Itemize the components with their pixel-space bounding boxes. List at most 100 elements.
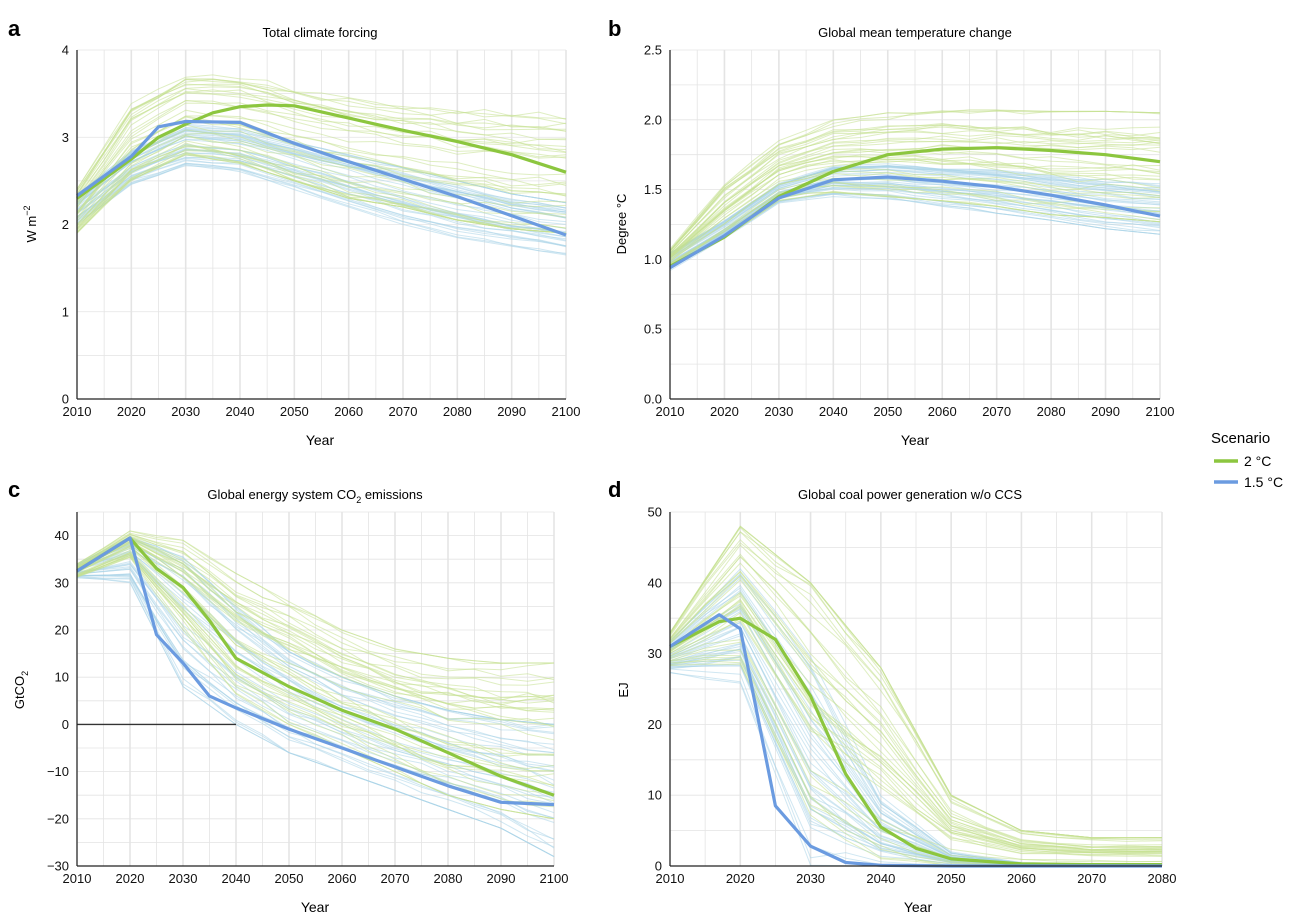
panel-c-xtick-label: 2010 bbox=[63, 871, 92, 886]
panel-a-xtick-label: 2060 bbox=[334, 404, 363, 419]
panel-c-ytick-label: −10 bbox=[47, 764, 69, 779]
panel-d-scenario-line-green bbox=[669, 571, 1163, 850]
panel-a-ylabel: W m−2 bbox=[22, 206, 39, 243]
panel-c-xtick-label: 2060 bbox=[328, 871, 357, 886]
panel-b-xlabel: Year bbox=[901, 432, 930, 448]
panel-b-ytick-label: 1.0 bbox=[644, 252, 662, 267]
legend: Scenario 2 °C 1.5 °C bbox=[1211, 430, 1283, 490]
panel-d-scenario-line-green bbox=[669, 542, 1163, 841]
panel-c: c Global energy system CO2 emissions 201… bbox=[8, 477, 568, 915]
panel-d-scenario-line-green bbox=[669, 592, 1163, 855]
panel-a-scenario-line-blue bbox=[76, 159, 567, 248]
panel-c-scenario-line-green bbox=[76, 552, 554, 772]
panel-a-scenario-line-green bbox=[76, 99, 567, 205]
panel-a-xtick-label: 2030 bbox=[171, 404, 200, 419]
panel-b-scenario-line-green bbox=[669, 137, 1161, 256]
panel-c-scenario-line-green bbox=[76, 537, 555, 712]
panel-d-plot: 2010 2020 2030 2040 2050 2060 2070 208001020304… bbox=[648, 505, 1177, 887]
panel-c-scenario-line-green bbox=[76, 533, 555, 704]
panel-b-scenario-line-green bbox=[669, 126, 1161, 252]
panel-d-ytick-label: 50 bbox=[648, 505, 662, 520]
panel-a-scenario-line-green bbox=[76, 151, 567, 234]
panel-d-scenario-line-green bbox=[669, 600, 1163, 856]
panel-c-xtick-label: 2040 bbox=[222, 871, 251, 886]
panel-d-xtick-label: 2050 bbox=[937, 871, 966, 886]
panel-b-xtick-label: 2020 bbox=[710, 404, 739, 419]
panel-c-scenario-line-blue bbox=[76, 567, 555, 804]
panel-b-scenario-line-green bbox=[669, 123, 1161, 252]
panel-c-ylabel: GtCO2 bbox=[12, 671, 30, 709]
panel-d: d Global coal power generation w/o CCS 2… bbox=[608, 477, 1176, 915]
panel-c-ytick-label: −30 bbox=[47, 859, 69, 874]
panel-c-ytick-label: 10 bbox=[55, 670, 69, 685]
panel-a-scenario-line-green bbox=[76, 86, 567, 200]
panel-a-scenario-line-green bbox=[76, 89, 567, 201]
panel-c-letter: c bbox=[8, 477, 20, 502]
panel-c-xtick-label: 2090 bbox=[487, 871, 516, 886]
legend-title: Scenario bbox=[1211, 430, 1270, 447]
panel-b-scenario-line-green bbox=[669, 131, 1161, 254]
panel-a-ytick-label: 1 bbox=[62, 304, 69, 319]
panel-b-ytick-label: 1.5 bbox=[644, 182, 662, 197]
panel-a-scenario-line-green bbox=[76, 135, 567, 227]
panel-c-ytick-label: 20 bbox=[55, 623, 69, 638]
panel-c-scenario-line-green bbox=[76, 534, 554, 664]
panel-c-xtick-label: 2050 bbox=[275, 871, 304, 886]
panel-b-scenario-line-green bbox=[669, 191, 1161, 267]
panel-a-series-1-5c bbox=[76, 119, 567, 237]
panel-a-scenario-line-blue bbox=[76, 164, 567, 254]
panel-c-scenario-line-blue bbox=[76, 554, 555, 767]
panel-b: b Global mean temperature change 2010 202… bbox=[608, 16, 1174, 448]
panel-c-xlabel: Year bbox=[301, 899, 330, 915]
panel-c-ytick-label: 40 bbox=[55, 528, 69, 543]
panel-c-scenario-line-green bbox=[76, 541, 555, 710]
panel-b-xtick-label: 2060 bbox=[928, 404, 957, 419]
legend-label-1-5c: 1.5 °C bbox=[1244, 474, 1283, 490]
panel-a-scenario-line-green bbox=[76, 148, 567, 234]
panel-d-ytick-label: 10 bbox=[648, 788, 662, 803]
panel-a-letter: a bbox=[8, 16, 21, 41]
panel-d-scenario-line-green bbox=[669, 575, 1163, 852]
panel-c-xtick-label: 2100 bbox=[540, 871, 569, 886]
legend-label-2c: 2 °C bbox=[1244, 453, 1271, 469]
panel-c-xtick-label: 2070 bbox=[381, 871, 410, 886]
panel-a-scenario-line-green bbox=[76, 92, 567, 197]
panel-a-scenario-line-green bbox=[76, 90, 566, 202]
panel-c-ytick-label: 30 bbox=[55, 575, 69, 590]
panel-d-ytick-label: 30 bbox=[648, 646, 662, 661]
panel-b-ytick-label: 0.5 bbox=[644, 322, 662, 337]
panel-b-ylabel: Degree °C bbox=[614, 194, 629, 255]
panel-a-scenario-line-green bbox=[76, 152, 567, 234]
panel-b-scenario-line-green bbox=[669, 144, 1161, 258]
panel-b-letter: b bbox=[608, 16, 621, 41]
panel-b-ytick-label: 2.5 bbox=[644, 43, 662, 58]
panel-d-xtick-label: 2020 bbox=[726, 871, 755, 886]
panel-b-plot: 2010 2020 2030 2040 2050 2060 2070 2080 2090 2100… bbox=[644, 43, 1175, 420]
panel-a-xtick-label: 2080 bbox=[443, 404, 472, 419]
panel-c-title: Global energy system CO2 emissions bbox=[207, 487, 423, 505]
panel-d-scenario-line-green bbox=[669, 531, 1162, 839]
panel-a-xtick-label: 2100 bbox=[552, 404, 581, 419]
panel-b-series-1-5c bbox=[669, 175, 1161, 270]
panel-d-ytick-label: 20 bbox=[648, 717, 662, 732]
panel-c-plot: 2010 2020 2030 2040 2050 2060 2070 2080 2090 2100… bbox=[47, 511, 569, 886]
panel-a-ytick-label: 3 bbox=[62, 130, 69, 145]
panel-d-xtick-label: 2070 bbox=[1077, 871, 1106, 886]
panel-b-scenario-line-green bbox=[669, 110, 1161, 252]
panel-c-scenario-line-green bbox=[76, 530, 554, 665]
panel-d-ytick-label: 0 bbox=[655, 859, 662, 874]
panel-c-scenario-line-blue bbox=[76, 575, 555, 840]
panel-a-scenario-line-blue bbox=[76, 162, 567, 255]
panel-c-scenario-line-green bbox=[76, 537, 555, 686]
panel-c-xtick-label: 2030 bbox=[169, 871, 198, 886]
panel-c-series-1-5c bbox=[76, 536, 555, 807]
panel-c-scenario-line-blue bbox=[76, 573, 555, 848]
panel-c-scenario-line-blue bbox=[76, 564, 555, 793]
panel-a-xtick-label: 2010 bbox=[63, 404, 92, 419]
panel-c-scenario-line-green bbox=[76, 538, 555, 713]
panel-c-ytick-label: 0 bbox=[62, 717, 69, 732]
panel-a-ytick-label: 2 bbox=[62, 217, 69, 232]
panel-a-scenario-line-green bbox=[76, 83, 567, 196]
panel-c-scenario-line-blue bbox=[76, 551, 555, 781]
